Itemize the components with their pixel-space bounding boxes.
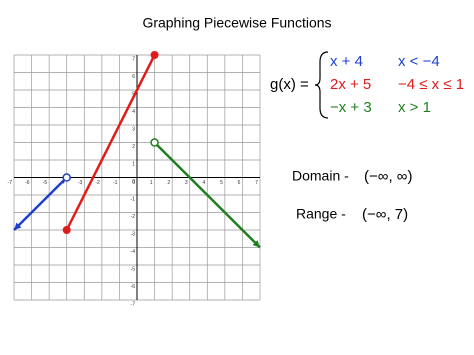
y-tick-label: 0 <box>132 179 135 185</box>
domain-value: (−∞, ∞) <box>364 168 412 185</box>
x-tick-label: 5 <box>220 180 223 186</box>
x-tick-label: 1 <box>150 180 153 186</box>
y-tick-label: 7 <box>132 56 135 62</box>
line <box>65 54 156 231</box>
x-tick-label: 0 <box>132 180 135 186</box>
x-tick-label: 3 <box>185 180 188 186</box>
x-tick-label: -7 <box>8 180 13 186</box>
y-tick-label: 2 <box>132 144 135 150</box>
arrow-head <box>252 240 260 248</box>
formula-lhs: g(x) = <box>270 76 309 93</box>
x-tick-label: 4 <box>203 180 206 186</box>
y-tick-label: -3 <box>131 231 136 237</box>
y-tick-label: -7 <box>131 301 136 307</box>
case-condition: x < −4 <box>398 53 440 70</box>
x-tick-label: -1 <box>113 180 118 186</box>
y-tick-label: -6 <box>131 284 136 290</box>
range-value: (−∞, 7) <box>362 206 408 223</box>
open-endpoint <box>150 138 159 147</box>
y-tick-label: 6 <box>132 74 135 80</box>
title: Graphing Piecewise Functions <box>142 15 331 31</box>
brace <box>314 51 329 119</box>
x-tick-label: -6 <box>25 180 30 186</box>
closed-endpoint <box>150 51 159 59</box>
case-expression: x + 4 <box>330 53 363 70</box>
x-tick-label: -3 <box>78 180 83 186</box>
range-label: Range - <box>296 206 346 222</box>
y-tick-label: 1 <box>132 161 135 167</box>
arrow-head <box>14 222 22 230</box>
case-expression: −x + 3 <box>330 99 372 116</box>
y-tick-label: -2 <box>131 214 136 220</box>
x-tick-label: -5 <box>43 180 48 186</box>
y-tick-label: -4 <box>131 249 136 255</box>
case-condition: x > 1 <box>398 99 431 116</box>
closed-endpoint <box>62 226 71 234</box>
domain-label: Domain - <box>292 168 349 184</box>
x-tick-label: 7 <box>255 180 258 186</box>
x-tick-label: 2 <box>167 180 170 186</box>
x-tick-label: -2 <box>95 180 100 186</box>
y-tick-label: 3 <box>132 126 135 132</box>
line <box>153 141 261 249</box>
line <box>13 176 68 231</box>
open-endpoint <box>62 173 71 182</box>
case-expression: 2x + 5 <box>330 76 371 93</box>
y-tick-label: -1 <box>131 196 136 202</box>
case-condition: −4 ≤ x ≤ 1 <box>398 76 464 93</box>
y-tick-label: -5 <box>131 266 136 272</box>
x-tick-label: 6 <box>238 180 241 186</box>
y-tick-label: 4 <box>132 109 135 115</box>
